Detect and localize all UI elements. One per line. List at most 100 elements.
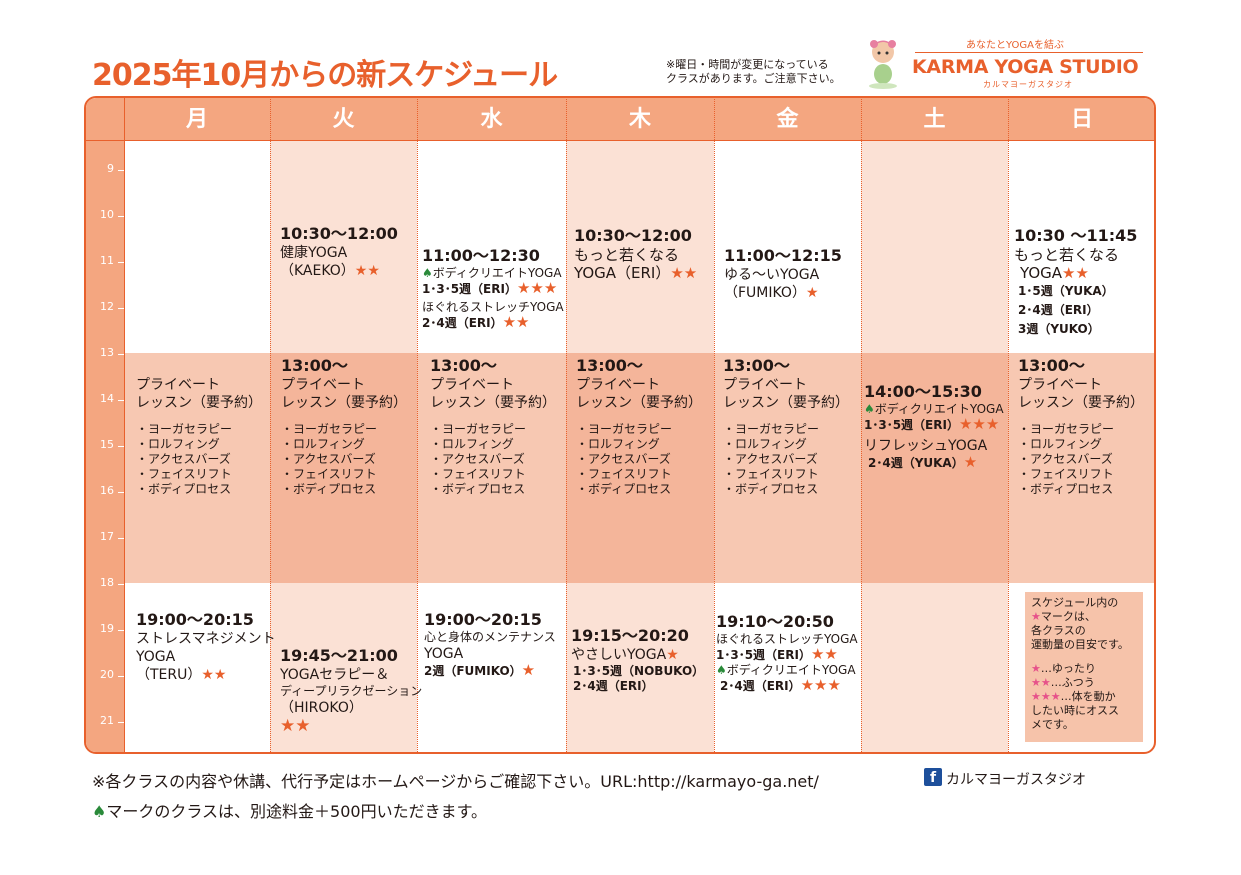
class-time: 13:00～ <box>430 356 497 375</box>
private-lesson-sun: 13:00～ プライベート レッスン（要予約） ・ヨーガセラピー ・ロルフィング… <box>1018 356 1144 497</box>
hour-tick <box>118 446 124 447</box>
private-item: ・ヨーガセラピー <box>430 422 527 436</box>
private-label: プライベート <box>281 377 365 393</box>
private-item: ・ボディプロセス <box>430 482 526 496</box>
afternoon-band-tue <box>270 353 417 583</box>
class-wed-morning: 11:00～12:30 ♠ボディクリエイトYOGA 1･3･5週（ERI）★★★… <box>422 246 564 331</box>
intensity-stars: ★★ <box>201 667 227 683</box>
class-instructor: YOGA（ERI） <box>574 264 671 282</box>
class-time: 13:00～ <box>1018 356 1085 375</box>
class-tue-morning: 10:30～12:00 健康YOGA （KAEKO）★★ <box>280 224 398 280</box>
mascot-logo-icon <box>869 40 897 89</box>
facebook-link[interactable]: カルマヨーガスタジオ <box>946 772 1086 788</box>
hour-label: 10 <box>100 208 114 221</box>
legend-text: 運動量の目安です。 <box>1031 638 1129 651</box>
class-schedule: 2週（FUMIKO） <box>424 664 522 678</box>
class-schedule: 2･4週（ERI） <box>1018 303 1099 317</box>
intensity-stars: ★★ <box>670 264 698 282</box>
facebook-icon[interactable]: f <box>924 768 942 786</box>
legend-text: したい時にオスス <box>1031 704 1119 717</box>
hour-tick <box>118 584 124 585</box>
hour-label: 15 <box>100 438 114 451</box>
class-time: 10:30～12:00 <box>280 224 398 243</box>
class-name: ディープリラクゼーション <box>280 684 423 698</box>
class-schedule: 2･4週（ERI） <box>422 316 503 330</box>
private-item: ・ヨーガセラピー <box>281 422 378 436</box>
class-time: 13:00～ <box>576 356 643 375</box>
day-header-wed: 水 <box>480 107 503 132</box>
class-name: ボディクリエイトYOGA <box>432 266 562 280</box>
hour-tick <box>118 216 124 217</box>
class-schedule: 1･3･5週（ERI） <box>716 648 811 662</box>
class-time: 10:30 ～11:45 <box>1014 226 1138 245</box>
column-divider <box>1008 98 1009 752</box>
schedule-change-note: ※曜日・時間が変更になっている クラスがあります。ご注意下さい。 <box>666 58 841 86</box>
hour-tick <box>118 262 124 263</box>
intensity-stars: ★★★ <box>800 676 841 694</box>
legend-text: 各クラスの <box>1031 624 1086 637</box>
time-column <box>86 140 124 752</box>
fee-text: マークのクラスは、別途料金＋500円いただきます。 <box>106 802 487 821</box>
class-name: やさしいYOGA <box>571 647 667 663</box>
page-title: 2025年10月からの新スケジュール <box>92 58 558 93</box>
legend-text: メです。 <box>1031 718 1074 731</box>
day-header-thu: 木 <box>628 107 651 132</box>
private-label: プライベート <box>136 377 220 393</box>
legend-star: ★ <box>1031 610 1041 623</box>
private-item: ・ヨーガセラピー <box>1018 422 1115 436</box>
private-label: プライベート <box>576 377 660 393</box>
class-time: 13:00～ <box>281 356 348 375</box>
class-name: ボディクリエイトYOGA <box>874 402 1004 416</box>
private-label: レッスン（要予約） <box>576 395 702 411</box>
private-item: ・ロルフィング <box>136 437 220 451</box>
intensity-stars: ★★ <box>502 313 530 331</box>
private-label: レッスン（要予約） <box>136 395 262 411</box>
legend-star: ★★ <box>1031 676 1051 689</box>
class-wed-evening: 19:00～20:15 心と身体のメンテナンス YOGA 2週（FUMIKO）★ <box>424 610 556 679</box>
class-schedule: 2･4週（YUKA） <box>868 456 964 470</box>
hour-label: 14 <box>100 392 114 405</box>
class-name: ストレスマネジメント <box>136 631 276 647</box>
studio-kana: カルマヨーガスタジオ <box>983 80 1073 89</box>
studio-name: KARMA YOGA STUDIO <box>912 56 1139 78</box>
private-item: ・フェイスリフト <box>576 467 672 481</box>
afternoon-band-thu <box>566 353 714 583</box>
legend-star: ★★★ <box>1031 690 1061 703</box>
hour-tick <box>118 354 124 355</box>
private-label: レッスン（要予約） <box>281 395 407 411</box>
private-item: ・ボディプロセス <box>1018 482 1114 496</box>
hour-tick <box>118 170 124 171</box>
private-item: ・フェイスリフト <box>723 467 819 481</box>
header-divider <box>86 140 1154 141</box>
class-thu-evening: 19:15～20:20 やさしいYOGA★ 1･3･5週（NOBUKO） 2･4… <box>571 626 704 694</box>
class-name: YOGAセラピー＆ <box>280 667 390 683</box>
spade-icon: ♠ <box>92 802 107 821</box>
hour-label: 11 <box>100 254 114 267</box>
private-item: ・ボディプロセス <box>723 482 819 496</box>
class-time: 19:00～20:15 <box>424 610 542 629</box>
private-label: プライベート <box>723 377 807 393</box>
class-time: 19:15～20:20 <box>571 626 689 645</box>
legend-text: …ゆったり <box>1040 662 1096 675</box>
private-item: ・ヨーガセラピー <box>576 422 673 436</box>
private-item: ・ロルフィング <box>281 437 365 451</box>
hour-label: 21 <box>100 714 114 727</box>
hour-label: 16 <box>100 484 114 497</box>
intensity-stars: ★★ <box>1062 264 1089 282</box>
column-divider <box>124 98 125 752</box>
hour-label: 20 <box>100 668 114 681</box>
column-divider <box>566 98 567 752</box>
spade-icon: ♠ <box>864 402 875 416</box>
note-line: ※曜日・時間が変更になっている <box>666 58 829 71</box>
class-sun-morning: 10:30 ～11:45 もっと若くなる YOGA★★ 1･5週（YUKA） 2… <box>1014 226 1137 339</box>
class-name: ほぐれるストレッチYOGA <box>422 300 564 314</box>
intensity-legend: スケジュール内の ★マークは、 各クラスの 運動量の目安です。 ★…ゆったり ★… <box>1025 592 1143 742</box>
class-name: リフレッシュYOGA <box>864 438 988 454</box>
class-schedule: 1･3･5週（NOBUKO） <box>573 664 705 678</box>
legend-text: …ふつう <box>1050 676 1095 689</box>
intensity-stars: ★★ <box>354 263 380 279</box>
private-item: ・ロルフィング <box>430 437 514 451</box>
private-item: ・アクセスバーズ <box>136 452 231 466</box>
class-tue-evening: 19:45～21:00 YOGAセラピー＆ ディープリラクゼーション （HIRO… <box>280 646 422 735</box>
class-time: 10:30～12:00 <box>574 226 692 245</box>
